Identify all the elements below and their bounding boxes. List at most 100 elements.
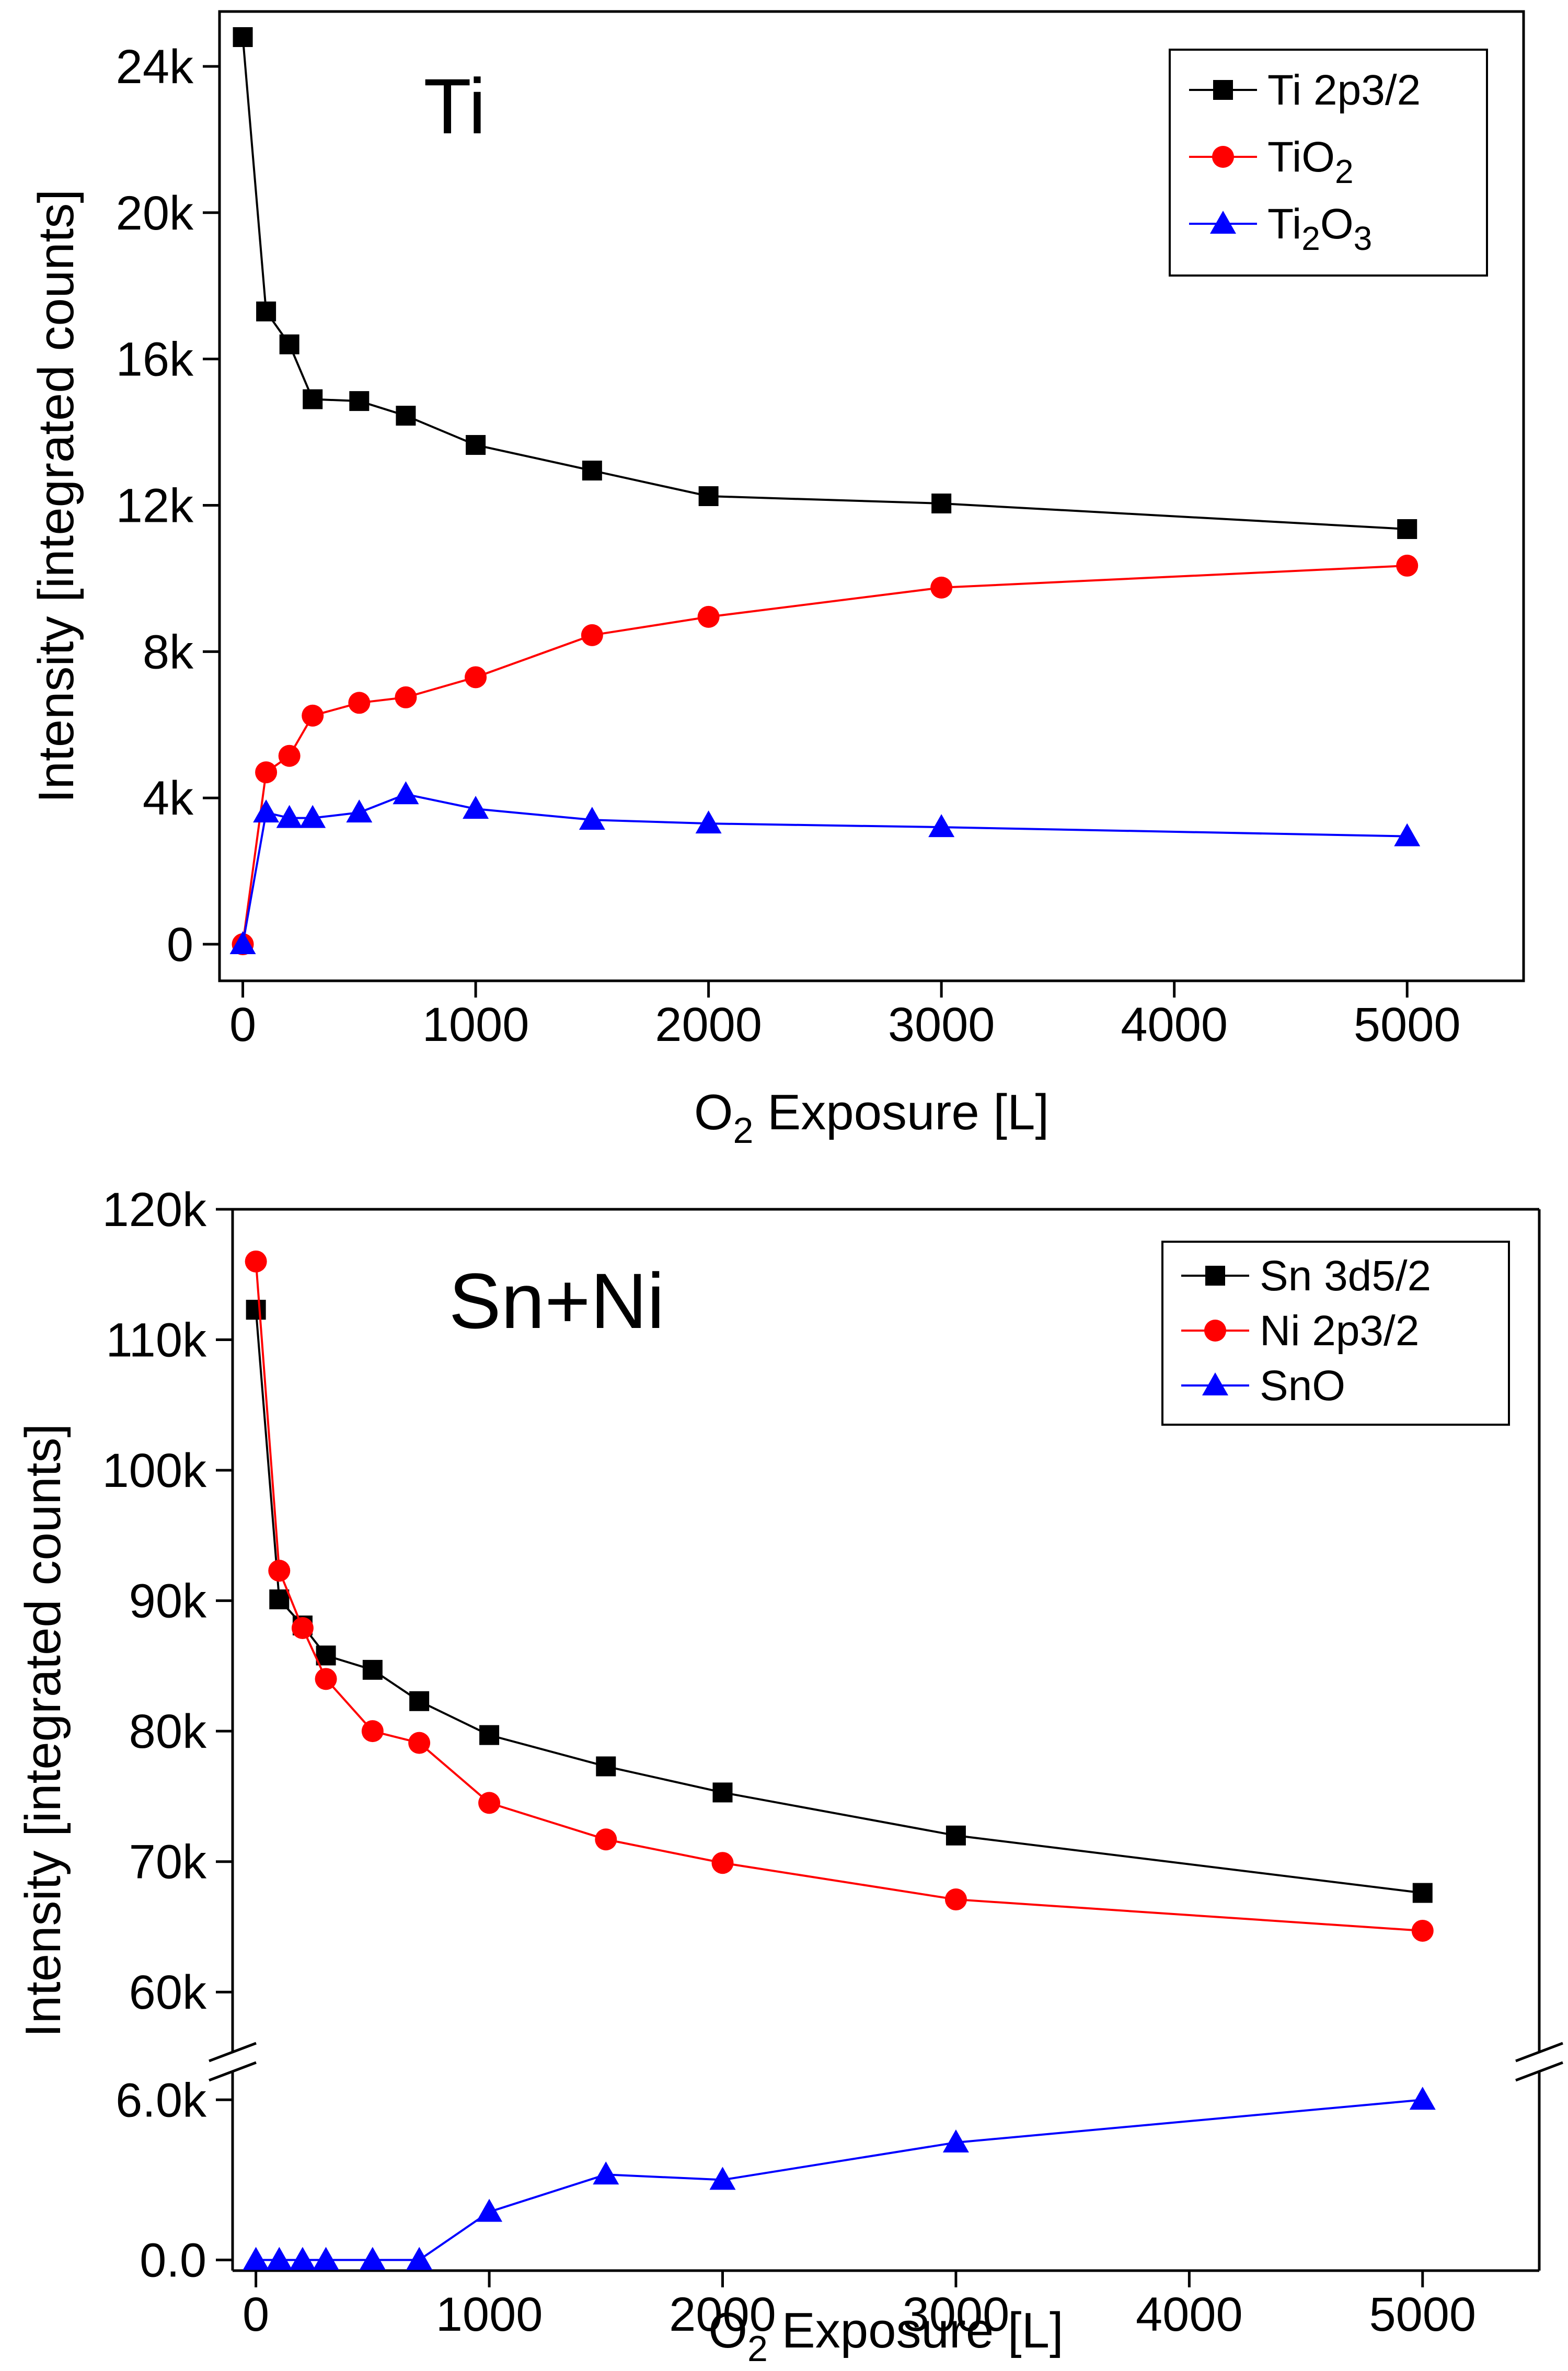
data-point-1	[465, 666, 487, 689]
data-point-2	[593, 2161, 619, 2185]
x-tick-label: 0	[229, 998, 256, 1051]
legend-marker-2	[1210, 211, 1236, 234]
data-point-1	[268, 1560, 291, 1582]
axis-break-right	[1515, 2042, 1563, 2082]
axis-break-left	[209, 2042, 257, 2082]
data-point-0	[946, 1825, 966, 1846]
ti-panel: 0 1000 2000 3000 4000 5000 0 4k 8k 12k 16k 20k 24k In…	[28, 10, 1525, 1151]
y-tick-label: 80k	[129, 1705, 207, 1758]
panel-label: Ti	[423, 62, 486, 150]
data-point-1	[302, 704, 324, 727]
y-tick-label: 90k	[129, 1575, 207, 1628]
data-point-2	[229, 931, 256, 955]
data-point-2	[266, 2247, 293, 2270]
data-point-1	[395, 686, 417, 708]
data-point-0	[279, 334, 299, 354]
data-point-1	[944, 1888, 967, 1911]
data-point-0	[466, 435, 486, 455]
y-tick-label: 12k	[116, 479, 194, 532]
data-point-2	[1394, 823, 1421, 846]
data-point-0	[582, 461, 602, 481]
data-point-2	[393, 781, 419, 805]
data-point-2	[299, 805, 326, 828]
legend-marker-1	[1212, 146, 1234, 168]
x-tick-label: 4000	[1121, 998, 1228, 1051]
data-point-2	[579, 807, 605, 830]
y-tick-label: 70k	[129, 1836, 207, 1889]
data-point-0	[246, 1300, 266, 1320]
data-point-0	[396, 406, 416, 426]
data-point-1	[581, 624, 603, 646]
sn-ni-panel: 0 1000 2000 3000 4000 5000 60k 70k 80k 90k 100k 110…	[15, 1183, 1563, 2369]
series-line-2	[256, 2099, 1423, 2261]
data-point-2	[253, 799, 280, 823]
legend-label-1: Ni 2p3/2	[1260, 1307, 1419, 1355]
series-line-2	[241, 793, 1408, 945]
data-point-1	[348, 692, 371, 714]
x-tick-label: 3000	[888, 998, 995, 1051]
data-point-2	[243, 2247, 269, 2270]
legend-label-2: Ti2O3	[1267, 200, 1372, 257]
data-point-2	[695, 810, 722, 834]
x-tick-label: 3000	[903, 2288, 1010, 2341]
legend-label-0: Ti 2p3/2	[1267, 66, 1421, 114]
data-point-1	[711, 1852, 734, 1874]
data-point-0	[712, 1782, 733, 1803]
data-point-0	[269, 1589, 290, 1610]
data-point-2	[406, 2247, 433, 2270]
data-point-2	[359, 2247, 386, 2270]
data-point-1	[408, 1732, 431, 1754]
y-tick-label: 24k	[116, 40, 194, 94]
data-point-2	[928, 814, 955, 838]
x-axis-title: O2 Exposure [L]	[694, 1084, 1049, 1151]
x-tick-label: 1000	[436, 2288, 543, 2341]
data-point-0	[479, 1725, 500, 1745]
x-tick-label: 0	[243, 2288, 269, 2341]
data-point-1	[1396, 554, 1419, 577]
y-tick-label: 6.0k	[116, 2074, 207, 2127]
x-tick-label: 4000	[1136, 2288, 1243, 2341]
y-tick-label: 110k	[106, 1314, 207, 1367]
x-tick-label: 1000	[422, 998, 529, 1051]
y-axis-title: Intensity [integrated counts]	[28, 189, 84, 803]
data-point-0	[362, 1659, 383, 1680]
plot-frame	[218, 10, 1525, 982]
data-point-1	[697, 605, 720, 628]
x-tick-label: 5000	[1354, 998, 1461, 1051]
data-point-0	[1412, 1883, 1433, 1903]
legend-marker-1	[1204, 1320, 1226, 1342]
y-tick-label: 8k	[143, 625, 194, 679]
legend-label-1: TiO2	[1267, 133, 1354, 190]
y-tick-label: 60k	[129, 1966, 207, 2019]
x-tick-label: 2000	[669, 2288, 776, 2341]
data-point-1	[1411, 1919, 1434, 1942]
x-tick-label: 5000	[1369, 2288, 1476, 2341]
data-point-2	[476, 2198, 503, 2222]
data-point-1	[245, 1250, 267, 1273]
data-point-2	[346, 799, 373, 823]
series-line-1	[241, 564, 1408, 945]
data-point-1	[478, 1792, 501, 1814]
data-point-2	[1409, 2087, 1436, 2110]
y-tick-label: 0	[167, 918, 193, 971]
x-axis-title: O2 Exposure [L]	[708, 2303, 1063, 2369]
data-point-2	[463, 796, 489, 819]
data-point-2	[313, 2247, 339, 2270]
legend-marker-0	[1205, 1266, 1225, 1286]
data-point-2	[276, 805, 303, 828]
y-tick-label: 20k	[116, 187, 194, 240]
panel-label: Sn+Ni	[449, 1257, 665, 1345]
legend-marker-2	[1202, 1372, 1228, 1395]
data-point-1	[361, 1720, 384, 1743]
x-tick-label: 2000	[655, 998, 762, 1051]
data-point-2	[942, 2129, 969, 2152]
data-point-2	[289, 2247, 316, 2270]
y-tick-label: 0.0	[140, 2234, 206, 2287]
y-tick-label: 16k	[116, 333, 194, 386]
data-point-0	[596, 1756, 616, 1777]
y-tick-label: 100k	[102, 1444, 207, 1497]
legend-marker-0	[1213, 80, 1233, 100]
data-point-2	[709, 2167, 736, 2190]
data-point-0	[1397, 519, 1417, 539]
